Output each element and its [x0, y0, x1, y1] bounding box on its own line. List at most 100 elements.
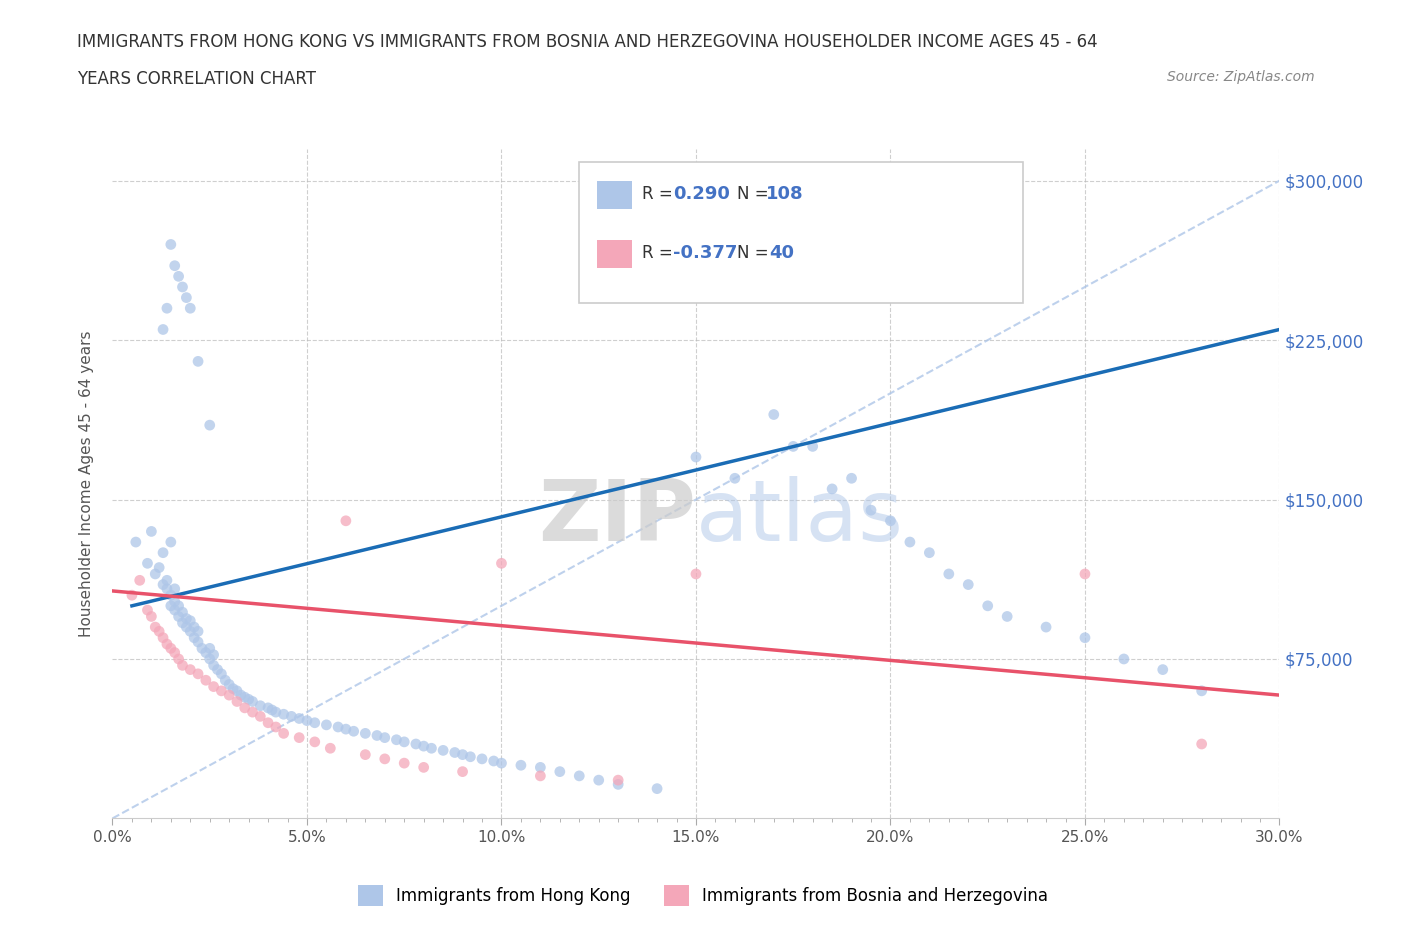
Point: [194, 672, 217, 687]
Point: [782, 439, 804, 454]
Point: [163, 603, 186, 618]
Point: [238, 692, 260, 707]
Point: [202, 647, 225, 662]
FancyBboxPatch shape: [579, 162, 1022, 303]
Point: [491, 556, 513, 571]
Text: N =: N =: [737, 245, 769, 262]
Point: [222, 682, 245, 697]
Point: [249, 698, 271, 713]
Point: [879, 513, 901, 528]
Point: [198, 418, 221, 432]
Point: [607, 773, 630, 788]
Point: [125, 535, 148, 550]
Y-axis label: Householder Income Ages 45 - 64 years: Householder Income Ages 45 - 64 years: [79, 330, 94, 637]
Text: atlas: atlas: [696, 475, 904, 559]
Point: [841, 471, 863, 485]
Point: [1191, 737, 1213, 751]
Point: [326, 720, 349, 735]
Point: [242, 705, 264, 720]
Point: [176, 619, 198, 634]
Text: YEARS CORRELATION CHART: YEARS CORRELATION CHART: [77, 70, 316, 87]
Point: [412, 738, 434, 753]
Text: 0.290: 0.290: [672, 185, 730, 204]
Point: [167, 652, 190, 667]
Point: [152, 578, 174, 592]
Point: [209, 684, 232, 698]
Point: [218, 677, 240, 692]
Point: [304, 715, 326, 730]
Point: [202, 658, 225, 672]
Point: [273, 726, 295, 741]
Point: [451, 764, 474, 779]
Point: [121, 588, 143, 603]
Point: [163, 259, 186, 273]
Point: [187, 634, 209, 649]
Point: [264, 720, 287, 735]
Point: [183, 619, 205, 634]
Point: [198, 641, 221, 656]
Point: [366, 728, 388, 743]
Text: 40: 40: [769, 245, 794, 262]
Point: [179, 624, 201, 639]
Point: [460, 750, 482, 764]
Point: [685, 449, 707, 464]
Point: [762, 407, 785, 422]
Point: [160, 535, 183, 550]
Point: [148, 560, 170, 575]
Point: [229, 687, 252, 702]
Point: [163, 581, 186, 596]
Point: [385, 732, 408, 747]
Point: [172, 616, 194, 631]
Point: [509, 758, 531, 773]
Point: [898, 535, 921, 550]
Point: [471, 751, 494, 766]
Bar: [596, 181, 631, 209]
Point: [257, 715, 280, 730]
Point: [152, 322, 174, 337]
Point: [1074, 566, 1097, 581]
Point: [343, 724, 366, 738]
Point: [172, 280, 194, 295]
Point: [226, 684, 249, 698]
Point: [264, 705, 287, 720]
Point: [163, 645, 186, 660]
Point: [160, 641, 183, 656]
Point: [957, 578, 980, 592]
Point: [859, 503, 883, 518]
Point: [801, 439, 824, 454]
Point: [1035, 619, 1057, 634]
Point: [1112, 652, 1135, 667]
Point: [179, 613, 201, 628]
Text: N =: N =: [737, 185, 769, 204]
Point: [412, 760, 434, 775]
Point: [335, 722, 357, 737]
Point: [167, 269, 190, 284]
Point: [588, 773, 610, 788]
Point: [136, 556, 159, 571]
Point: [995, 609, 1018, 624]
Point: [136, 603, 159, 618]
Point: [568, 768, 591, 783]
Point: [179, 300, 201, 315]
Point: [482, 753, 505, 768]
Point: [187, 667, 209, 682]
Text: ZIP: ZIP: [538, 475, 696, 559]
Point: [167, 598, 190, 613]
Point: [392, 735, 416, 750]
Point: [156, 573, 179, 588]
Point: [374, 730, 396, 745]
Point: [209, 667, 232, 682]
Point: [491, 756, 513, 771]
Point: [645, 781, 668, 796]
Text: Source: ZipAtlas.com: Source: ZipAtlas.com: [1167, 70, 1315, 84]
Point: [226, 694, 249, 709]
Point: [273, 707, 295, 722]
Point: [187, 624, 209, 639]
Point: [176, 611, 198, 626]
Point: [183, 631, 205, 645]
Point: [152, 545, 174, 560]
Point: [319, 741, 342, 756]
Point: [160, 588, 183, 603]
Text: IMMIGRANTS FROM HONG KONG VS IMMIGRANTS FROM BOSNIA AND HERZEGOVINA HOUSEHOLDER : IMMIGRANTS FROM HONG KONG VS IMMIGRANTS …: [77, 33, 1098, 50]
Point: [315, 717, 337, 732]
